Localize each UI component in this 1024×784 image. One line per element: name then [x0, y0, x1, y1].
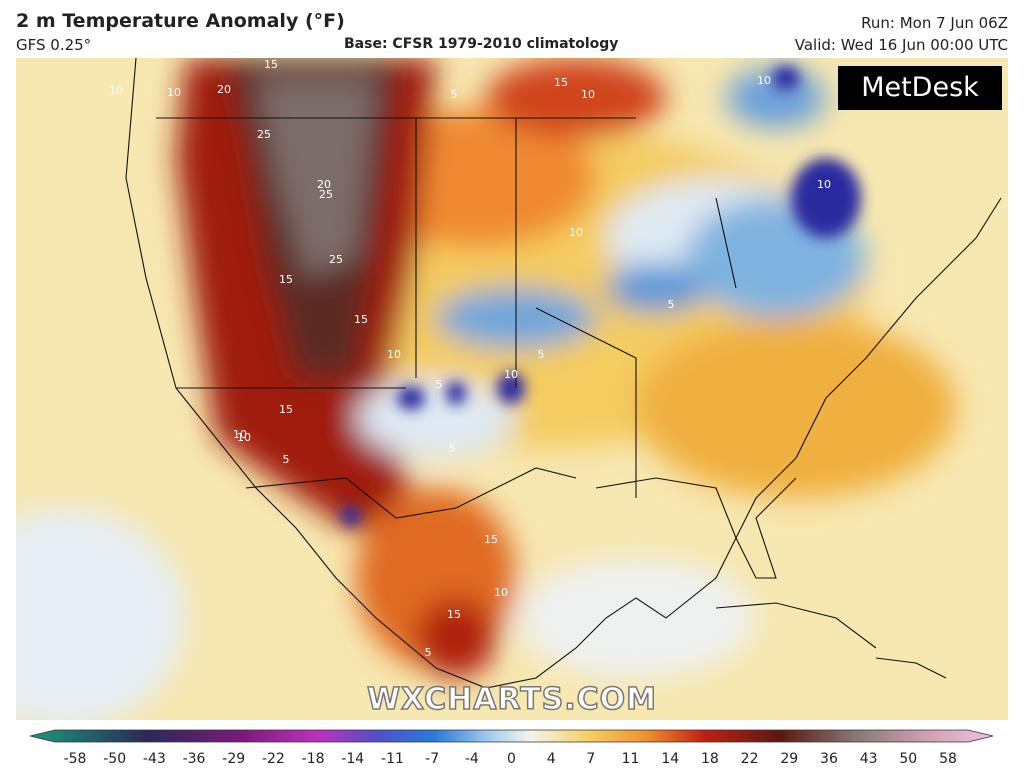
- contour-label: 5: [425, 646, 432, 659]
- model: GFS 0.25°: [16, 36, 92, 54]
- contour-label: 10: [817, 178, 831, 191]
- contour-label: 5: [449, 442, 456, 455]
- contour-label: 25: [329, 253, 343, 266]
- contour-label: 15: [264, 58, 278, 71]
- contour-label: 20: [317, 178, 331, 191]
- watermark: WXCHARTS.COM: [366, 681, 658, 718]
- colorbar: -58 -50 -43 -36 -29 -22 -18 -14 -11 -7 -4 0 4 7 11 14 18…: [29, 729, 994, 767]
- colorbar-label: -18: [302, 751, 325, 767]
- colorbar-label: 22: [741, 751, 759, 767]
- colorbar-label: -4: [465, 751, 479, 767]
- colorbar-ramp: [29, 729, 994, 743]
- colorbar-label: -29: [222, 751, 245, 767]
- contour-label: 5: [668, 298, 675, 311]
- title: 2 m Temperature Anomaly (°F): [16, 10, 345, 32]
- contour-label: 10: [494, 586, 508, 599]
- colorbar-label: 14: [661, 751, 679, 767]
- borders: [125, 58, 1002, 689]
- colorbar-label: 11: [622, 751, 640, 767]
- contour-label: 10: [167, 86, 181, 99]
- colorbar-label: 29: [780, 751, 798, 767]
- contour-label: 15: [279, 273, 293, 286]
- colorbar-label: 58: [939, 751, 957, 767]
- contour-label: 15: [554, 76, 568, 89]
- colorbar-label: -11: [381, 751, 404, 767]
- contour-label: 5: [451, 88, 458, 101]
- colorbar-label: -50: [103, 751, 126, 767]
- colorbar-label: 36: [820, 751, 838, 767]
- contour-label: 15: [447, 608, 461, 621]
- anomaly-cores: [341, 66, 861, 526]
- climatology-base: Base: CFSR 1979-2010 climatology: [344, 36, 619, 52]
- contour-label: 10: [109, 84, 123, 97]
- colorbar-label: 0: [507, 751, 516, 767]
- colorbar-label: 7: [586, 751, 595, 767]
- colorbar-label: -22: [262, 751, 285, 767]
- contour-label: 10: [237, 431, 251, 444]
- contour-label: 15: [354, 313, 368, 326]
- colorbar-label: 4: [547, 751, 556, 767]
- contour-label: 10: [757, 74, 771, 87]
- colorbar-label: 18: [701, 751, 719, 767]
- contour-label: 25: [257, 128, 271, 141]
- colorbar-label: -36: [183, 751, 206, 767]
- contour-label: 10: [233, 428, 247, 441]
- contour-label: 15: [279, 403, 293, 416]
- contour-label: 20: [217, 83, 231, 96]
- colorbar-label: -14: [341, 751, 364, 767]
- contour-label: 10: [581, 88, 595, 101]
- contour-label: 10: [569, 226, 583, 239]
- contour-label: 10: [387, 348, 401, 361]
- run-time: Run: Mon 7 Jun 06Z: [861, 14, 1008, 32]
- contour-label: 25: [319, 188, 333, 201]
- logo: MetDesk: [838, 66, 1002, 110]
- valid-time: Valid: Wed 16 Jun 00:00 UTC: [794, 36, 1008, 54]
- colorbar-label: 50: [899, 751, 917, 767]
- contour-label: 10: [504, 368, 518, 381]
- contour-label: 5: [436, 378, 443, 391]
- colorbar-label: -43: [143, 751, 166, 767]
- colorbar-label: 43: [860, 751, 878, 767]
- colorbar-label: -58: [64, 751, 87, 767]
- contour-label: 5: [538, 348, 545, 361]
- contour-label: 5: [283, 453, 290, 466]
- colorbar-label: -7: [425, 751, 439, 767]
- contour-label: 15: [484, 533, 498, 546]
